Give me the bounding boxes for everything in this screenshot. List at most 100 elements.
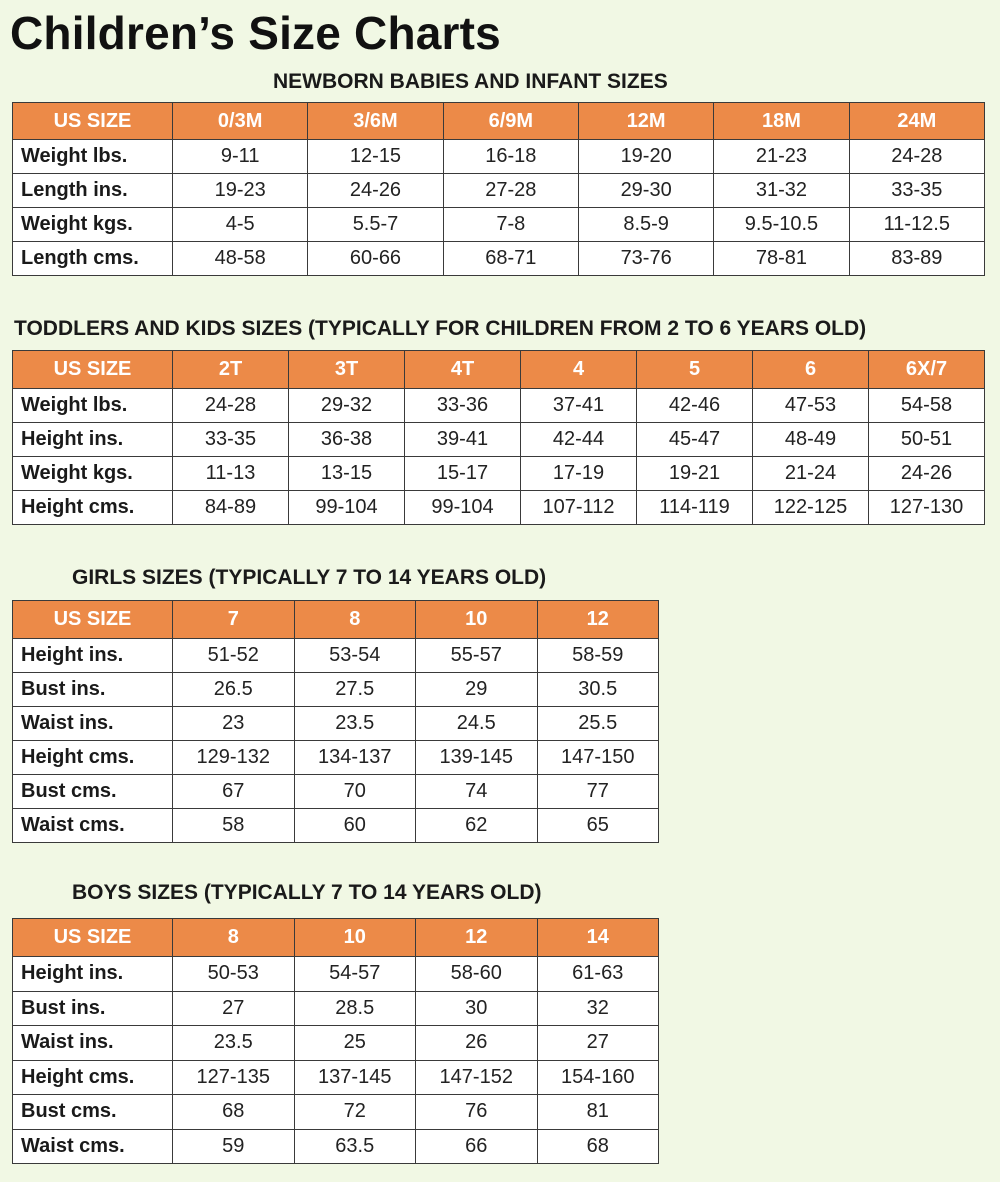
table-cell: 42-46: [636, 388, 753, 423]
table-row: Waist cms. 58 60 62 65: [12, 808, 659, 843]
column-header: 18M: [713, 102, 850, 140]
table-cell: 74: [415, 774, 538, 809]
row-label: Waist ins.: [12, 706, 173, 741]
table-cell: 23.5: [172, 1025, 295, 1061]
table-cell: 27.5: [293, 672, 416, 707]
table-cell: 39-41: [404, 422, 521, 457]
table-cell: 58: [172, 808, 295, 843]
table-cell: 12-15: [307, 139, 444, 174]
row-label: Weight kgs.: [12, 456, 173, 491]
table-cell: 48-58: [171, 241, 309, 276]
table-cell: 25.5: [536, 706, 659, 741]
table-cell: 78-81: [713, 241, 850, 276]
table-cell: 33-35: [848, 173, 985, 208]
column-header: 0/3M: [171, 102, 309, 140]
newborn-heading: NEWBORN BABIES AND INFANT SIZES: [273, 70, 668, 93]
table-cell: 24-26: [307, 173, 444, 208]
column-header: 7: [172, 600, 295, 639]
table-cell: 25: [293, 1025, 416, 1061]
table-cell: 21-23: [713, 139, 850, 174]
table-cell: 53-54: [293, 638, 416, 673]
column-header: 3T: [288, 350, 405, 389]
table-cell: 36-38: [288, 422, 405, 457]
table-cell: 76: [415, 1094, 538, 1130]
column-header: 10: [415, 600, 538, 639]
table-cell: 51-52: [172, 638, 295, 673]
table-cell: 107-112: [520, 490, 637, 525]
column-header: 4T: [404, 350, 521, 389]
row-label: Height cms.: [12, 490, 173, 525]
table-cell: 129-132: [172, 740, 295, 775]
table-cell: 99-104: [404, 490, 521, 525]
header-label-cell: US SIZE: [12, 350, 173, 389]
table-cell: 127-130: [868, 490, 985, 525]
row-label: Height ins.: [12, 638, 173, 673]
table-cell: 32: [536, 990, 659, 1026]
table-cell: 66: [415, 1128, 538, 1164]
table-row: Bust cms. 67 70 74 77: [12, 774, 659, 809]
girls-heading: GIRLS SIZES (TYPICALLY 7 TO 14 YEARS OLD…: [72, 566, 547, 589]
table-cell: 24-26: [868, 456, 985, 491]
table-cell: 55-57: [415, 638, 538, 673]
table-cell: 29-30: [577, 173, 715, 208]
table-cell: 29-32: [288, 388, 405, 423]
table-cell: 60: [293, 808, 416, 843]
table-cell: 26.5: [172, 672, 295, 707]
column-header: 12: [415, 918, 538, 957]
table-cell: 83-89: [848, 241, 985, 276]
table-cell: 137-145: [293, 1059, 416, 1095]
boys-heading: BOYS SIZES (TYPICALLY 7 TO 14 YEARS OLD): [72, 881, 542, 904]
table-row: Height cms. 84-89 99-104 99-104 107-112 114-1…: [12, 490, 985, 525]
table-cell: 61-63: [536, 956, 659, 992]
table-cell: 70: [293, 774, 416, 809]
row-label: Waist cms.: [12, 1128, 173, 1164]
column-header: 12M: [577, 102, 715, 140]
table-row: Bust cms. 68 72 76 81: [12, 1094, 659, 1130]
table-cell: 77: [536, 774, 659, 809]
column-header: 8: [293, 600, 416, 639]
table-row: Weight lbs. 9-11 12-15 16-18 19-20 21-23 24-28: [12, 139, 985, 174]
header-label-cell: US SIZE: [12, 600, 173, 639]
table-cell: 114-119: [636, 490, 753, 525]
table-cell: 11-13: [172, 456, 289, 491]
table-cell: 45-47: [636, 422, 753, 457]
table-cell: 28.5: [293, 990, 416, 1026]
column-header: 2T: [172, 350, 289, 389]
table-cell: 99-104: [288, 490, 405, 525]
table-row: Height ins. 50-53 54-57 58-60 61-63: [12, 956, 659, 992]
column-header: 5: [636, 350, 753, 389]
table-cell: 31-32: [713, 173, 850, 208]
table-cell: 50-51: [868, 422, 985, 457]
table-cell: 42-44: [520, 422, 637, 457]
row-label: Length ins.: [12, 173, 173, 208]
table-cell: 24.5: [415, 706, 538, 741]
table-cell: 154-160: [536, 1059, 659, 1095]
page-title: Children’s Size Charts: [10, 7, 501, 59]
table-cell: 33-36: [404, 388, 521, 423]
table-row: Waist ins. 23.5 25 26 27: [12, 1025, 659, 1061]
table-cell: 67: [172, 774, 295, 809]
row-label: Bust ins.: [12, 672, 173, 707]
table-cell: 37-41: [520, 388, 637, 423]
column-header: 14: [536, 918, 659, 957]
table-cell: 5.5-7: [307, 207, 444, 242]
table-cell: 21-24: [752, 456, 869, 491]
table-cell: 73-76: [577, 241, 715, 276]
table-cell: 4-5: [171, 207, 309, 242]
header-label-cell: US SIZE: [12, 918, 173, 957]
table-cell: 19-23: [171, 173, 309, 208]
table-cell: 16-18: [442, 139, 579, 174]
boys-size-table: US SIZE 8 10 12 14 Height ins. 50-53 54-57 58-60…: [12, 918, 659, 1164]
table-cell: 68: [536, 1128, 659, 1164]
table-cell: 68: [172, 1094, 295, 1130]
row-label: Height ins.: [12, 956, 173, 992]
column-header: 6/9M: [442, 102, 579, 140]
column-header: 8: [172, 918, 295, 957]
column-header: 10: [293, 918, 416, 957]
girls-size-table: US SIZE 7 8 10 12 Height ins. 51-52 53-54 55-57 5…: [12, 600, 659, 843]
row-label: Height cms.: [12, 1059, 173, 1095]
table-cell: 48-49: [752, 422, 869, 457]
column-header: 6: [752, 350, 869, 389]
table-cell: 50-53: [172, 956, 295, 992]
table-cell: 60-66: [307, 241, 444, 276]
